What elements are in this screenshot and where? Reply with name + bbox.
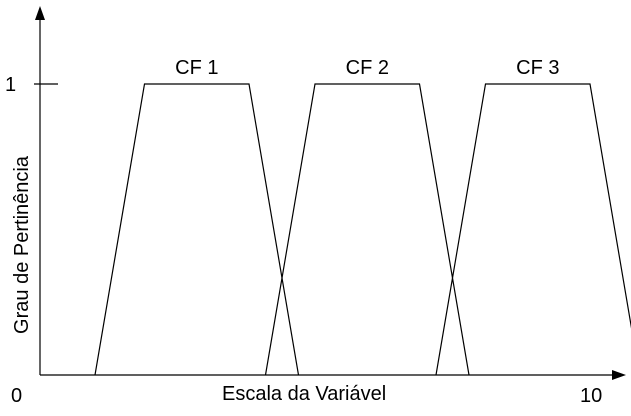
series-line-cf-2 — [264, 83, 470, 376]
series-cf-1: CF 1 — [94, 57, 300, 376]
x-axis-arrow-icon — [612, 370, 626, 380]
x-max-label: 10 — [580, 385, 602, 407]
series-label-cf-1: CF 1 — [175, 57, 218, 79]
series-cf-3: CF 3 — [435, 57, 631, 376]
y-axis-arrow-icon — [35, 6, 45, 20]
axes — [34, 6, 626, 380]
series-line-cf-3 — [435, 83, 631, 376]
series-line-cf-1 — [94, 83, 300, 376]
y-tick-label-one: 1 — [5, 74, 16, 96]
series-label-cf-3: CF 3 — [516, 57, 559, 79]
x-min-label: 0 — [11, 385, 22, 407]
series-cf-2: CF 2 — [264, 57, 470, 376]
series-layer: CF 1 CF 2 CF 3 — [94, 57, 631, 376]
x-axis-label: Escala da Variável — [222, 383, 386, 405]
series-label-cf-2: CF 2 — [346, 57, 389, 79]
y-axis-label: Grau de Pertinência — [11, 155, 33, 334]
